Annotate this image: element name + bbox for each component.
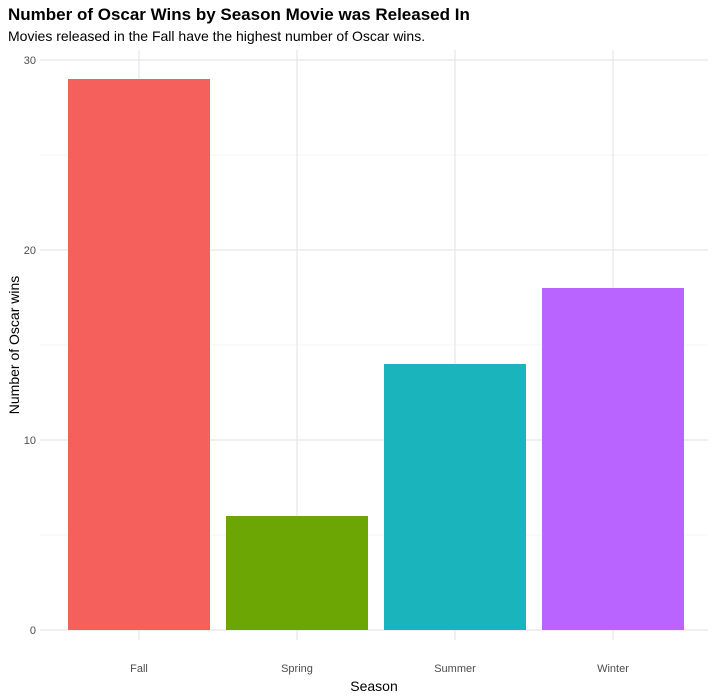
y-axis-title: Number of Oscar wins xyxy=(6,276,22,414)
chart-title: Number of Oscar Wins by Season Movie was… xyxy=(8,5,470,24)
bar-spring xyxy=(226,516,368,630)
x-tick-label: Summer xyxy=(434,663,476,675)
y-tick-label: 10 xyxy=(24,435,36,447)
chart-subtitle: Movies released in the Fall have the hig… xyxy=(8,28,426,44)
bar-winter xyxy=(542,288,684,630)
x-tick-label: Fall xyxy=(130,663,148,675)
y-tick-label: 20 xyxy=(24,245,36,257)
bars-layer xyxy=(68,79,684,630)
y-tick-label: 30 xyxy=(24,55,36,67)
y-tick-label: 0 xyxy=(30,625,36,637)
x-axis-title: Season xyxy=(350,678,397,694)
x-tick-label: Spring xyxy=(281,663,313,675)
bar-fall xyxy=(68,79,210,630)
bar-summer xyxy=(384,364,526,630)
x-tick-label: Winter xyxy=(597,663,629,675)
labels-layer: 0 10 20 30 Fall Spring Summer Winter xyxy=(24,55,629,675)
